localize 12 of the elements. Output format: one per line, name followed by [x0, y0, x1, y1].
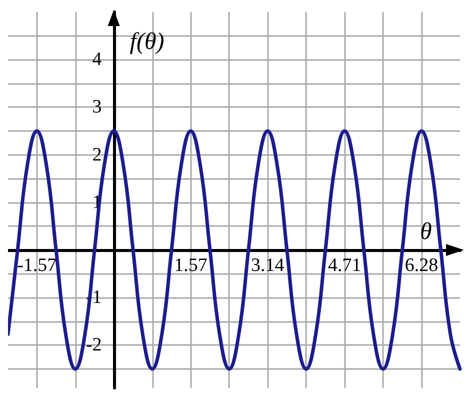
- x-tick-label: 6.28: [404, 254, 438, 276]
- y-tick-label: 2: [92, 144, 102, 166]
- y-tick-label: 4: [92, 49, 102, 70]
- y-axis-title: f(θ): [130, 29, 164, 55]
- y-tick-label: 3: [92, 96, 102, 118]
- line-series: [8, 129, 462, 371]
- x-tick-label: -1.57: [17, 254, 57, 276]
- x-tick-label: 1.57: [174, 254, 208, 276]
- x-axis-title: θ: [420, 218, 432, 245]
- x-tick-label: 4.71: [328, 254, 362, 276]
- x-tick-label: 3.14: [251, 254, 285, 276]
- y-tick-label: -2: [86, 334, 102, 356]
